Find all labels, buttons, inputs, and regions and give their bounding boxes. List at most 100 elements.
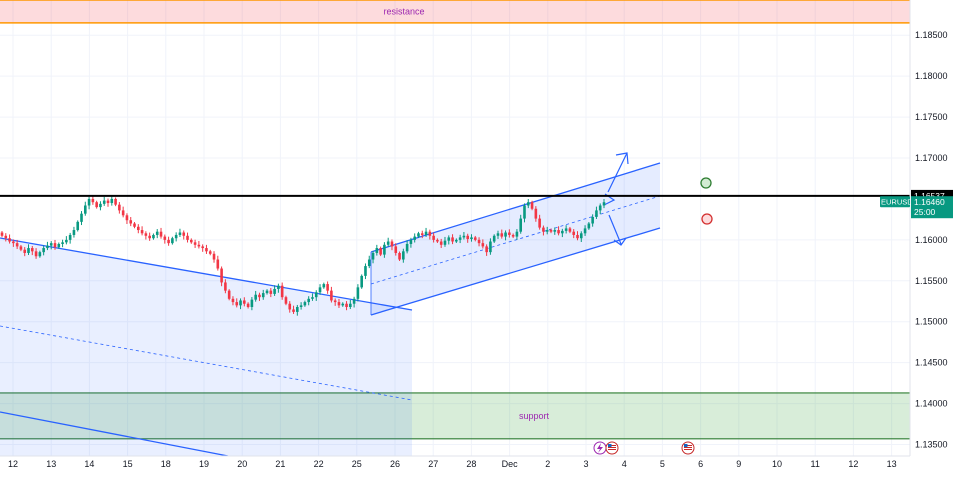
candle [38, 250, 42, 258]
time-tick-label: 4 [622, 459, 627, 469]
resistance-label: resistance [383, 6, 424, 16]
candle [515, 229, 519, 240]
candle [462, 232, 466, 240]
candle [398, 251, 401, 261]
time-tick-label: 25 [352, 459, 362, 469]
candle [148, 232, 151, 241]
resistance-zone[interactable] [0, 0, 910, 23]
candle [227, 289, 231, 301]
current-price-value: 1.16460 [914, 197, 945, 207]
candle [549, 228, 553, 234]
candle [371, 250, 375, 264]
candle [273, 285, 276, 296]
candle [140, 226, 144, 236]
candle [159, 227, 163, 239]
ascending-channel-lower-line[interactable] [370, 227, 661, 316]
time-tick-label: 18 [161, 459, 171, 469]
candle [390, 239, 394, 251]
candle [553, 227, 557, 235]
candle [576, 231, 579, 241]
candle [432, 232, 435, 243]
candle [72, 226, 76, 238]
descending-channel-lower-line[interactable] [0, 411, 229, 457]
candle [405, 240, 409, 254]
candle [110, 195, 114, 206]
support-zone[interactable] [0, 392, 910, 439]
candle [568, 226, 572, 234]
green-circle-icon[interactable] [700, 177, 712, 189]
candle [261, 289, 265, 300]
candle [428, 229, 432, 240]
candlestick-series[interactable] [0, 195, 606, 316]
descending-channel-upper-line[interactable] [0, 237, 413, 311]
candle [443, 236, 447, 247]
candle [133, 222, 136, 229]
support-label: support [519, 411, 550, 421]
red-circle-icon[interactable] [701, 213, 713, 225]
candle [356, 284, 360, 302]
candle [379, 246, 382, 257]
time-tick-label: 6 [698, 459, 703, 469]
candle [254, 290, 257, 302]
candle [277, 283, 280, 293]
candle [250, 297, 254, 311]
candle [349, 299, 352, 310]
candle [99, 201, 102, 211]
candle [508, 229, 511, 238]
candle [500, 229, 504, 239]
candle [511, 233, 515, 239]
us-flag-icon[interactable] [605, 441, 619, 455]
candle [129, 217, 133, 227]
time-tick-label: 27 [428, 459, 438, 469]
candle [83, 201, 87, 216]
lightning-icon[interactable] [593, 441, 607, 455]
candle [409, 237, 413, 248]
key-level-value: 1.16537 [914, 191, 945, 201]
time-tick-label: 11 [811, 459, 820, 469]
price-tick-label: 1.15000 [915, 317, 948, 327]
candle [239, 298, 242, 310]
candle [171, 236, 174, 245]
time-tick-label: 10 [772, 459, 782, 469]
candle [402, 248, 405, 263]
candle [386, 237, 390, 247]
ascending-channel-upper-line[interactable] [370, 162, 661, 253]
candle [436, 238, 439, 243]
candle [91, 195, 95, 205]
candle [307, 296, 310, 306]
candle [190, 238, 193, 244]
candle [360, 274, 363, 289]
candle [534, 206, 538, 222]
candle [197, 241, 201, 249]
price-tick-label: 1.18000 [915, 71, 948, 81]
time-axis[interactable] [0, 456, 910, 478]
time-tick-label: 5 [660, 459, 665, 469]
candle [519, 214, 523, 234]
candle [61, 239, 64, 248]
candle [538, 214, 541, 230]
descending-channel-mid-line [0, 325, 413, 401]
candle [243, 297, 246, 307]
time-tick-label: 3 [583, 459, 588, 469]
candle [318, 284, 322, 295]
us-flag-icon[interactable] [681, 441, 695, 455]
price-axis[interactable] [910, 0, 953, 456]
candle [125, 213, 129, 224]
candle [182, 230, 186, 240]
price-tick-label: 1.17000 [915, 153, 948, 163]
time-tick-label: 9 [736, 459, 741, 469]
candle [121, 206, 125, 218]
candle [591, 214, 594, 227]
candle [155, 229, 159, 239]
time-tick-label: 22 [314, 459, 324, 469]
candle [579, 231, 583, 242]
candle [598, 203, 602, 215]
candle [587, 222, 591, 230]
candle [231, 296, 235, 306]
candle [205, 244, 208, 254]
bearish-projection-arrow[interactable] [608, 214, 627, 246]
price-tick-label: 1.16000 [915, 235, 948, 245]
candle [394, 243, 398, 256]
candle [326, 281, 329, 294]
